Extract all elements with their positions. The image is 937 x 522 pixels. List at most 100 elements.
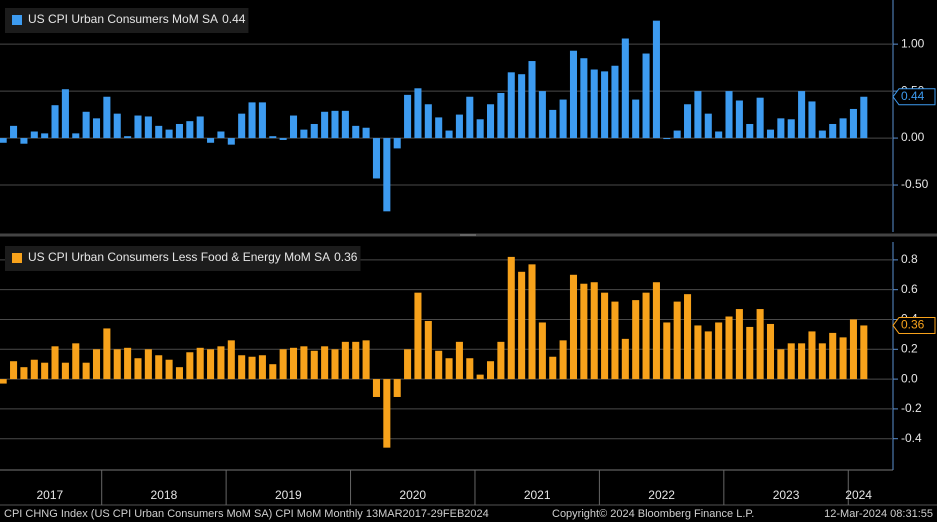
bar: [404, 349, 412, 380]
bar: [787, 119, 795, 139]
bar: [849, 108, 857, 139]
bar: [41, 133, 49, 139]
bar: [518, 271, 526, 380]
bar: [611, 301, 619, 380]
legend: US CPI Urban Consumers Less Food & Energ…: [5, 246, 361, 271]
x-tick-label: 2024: [845, 488, 872, 502]
bar: [549, 356, 557, 380]
footer-center: Copyright© 2024 Bloomberg Finance L.P.: [552, 508, 754, 520]
legend-name: US CPI Urban Consumers MoM SA: [28, 12, 218, 26]
bar: [300, 346, 308, 380]
bar: [61, 89, 69, 139]
bar: [787, 343, 795, 380]
bar: [632, 99, 640, 139]
bar: [528, 264, 536, 380]
legend: US CPI Urban Consumers MoM SA 0.44: [5, 8, 249, 33]
bar: [860, 96, 868, 139]
bar: [818, 130, 826, 139]
bar: [808, 101, 816, 139]
bar: [704, 331, 712, 380]
bar: [663, 322, 671, 380]
bar: [684, 294, 692, 380]
bar: [82, 362, 90, 380]
bar: [756, 309, 764, 380]
bar: [435, 350, 443, 380]
bar: [673, 301, 681, 380]
legend-swatch: [12, 15, 22, 25]
bar: [92, 349, 101, 380]
legend-last-value: 0.44: [222, 12, 246, 26]
bar: [694, 325, 702, 380]
bar: [289, 115, 298, 139]
bar: [829, 123, 837, 139]
bar: [590, 282, 598, 380]
last-value-label: 0.44: [901, 89, 925, 103]
bar: [51, 105, 59, 139]
bar: [818, 343, 826, 380]
x-tick-label: 2018: [151, 488, 178, 502]
bar: [383, 379, 391, 448]
bar: [207, 349, 215, 380]
bar: [30, 359, 38, 380]
bar: [279, 138, 287, 140]
bar: [113, 113, 121, 139]
bar: [124, 136, 132, 139]
bar: [455, 341, 463, 380]
legend-label: US CPI Urban Consumers MoM SA 0.44: [28, 12, 246, 26]
bar: [10, 125, 18, 139]
bar: [569, 274, 578, 380]
bar: [424, 104, 432, 139]
bar: [476, 374, 484, 380]
bar: [487, 104, 495, 139]
y-tick-label: 1.00: [901, 36, 925, 50]
bar: [507, 72, 515, 139]
bar: [652, 20, 660, 139]
bar: [445, 358, 453, 380]
bar: [414, 292, 422, 380]
bar: [155, 125, 163, 139]
bar: [839, 118, 847, 139]
bar: [310, 123, 318, 139]
bar: [186, 352, 194, 380]
legend-swatch: [12, 253, 22, 263]
bar: [207, 138, 215, 143]
bar: [30, 131, 38, 139]
bar: [466, 96, 474, 139]
bar: [155, 355, 163, 380]
bar: [186, 121, 194, 139]
bar: [0, 379, 7, 384]
y-tick-label: -0.50: [901, 177, 929, 191]
bar: [642, 292, 650, 380]
bar: [777, 349, 785, 380]
bar: [590, 69, 598, 139]
bar: [144, 116, 152, 139]
bar: [341, 341, 349, 380]
bar: [829, 332, 837, 380]
last-value-label: 0.36: [901, 318, 925, 332]
x-tick-label: 2020: [399, 488, 426, 502]
bar: [134, 358, 142, 380]
bar: [279, 349, 287, 380]
legend-box: [5, 246, 361, 271]
bar: [103, 96, 111, 139]
x-tick-label: 2019: [275, 488, 302, 502]
bar: [580, 283, 588, 380]
bar: [248, 102, 256, 139]
x-tick-label: 2022: [648, 488, 675, 502]
bar: [310, 350, 318, 380]
bar: [175, 123, 183, 139]
bar: [549, 109, 557, 139]
y-tick-label: 0.0: [901, 371, 918, 385]
bar: [196, 347, 204, 380]
bar: [217, 131, 225, 139]
bar: [621, 338, 629, 380]
bar: [352, 125, 360, 139]
bar: [632, 300, 640, 380]
bar: [404, 94, 412, 139]
legend-label: US CPI Urban Consumers Less Food & Energ…: [28, 250, 358, 264]
bar: [808, 331, 816, 380]
bar: [300, 129, 308, 139]
bar: [715, 322, 723, 380]
bar: [165, 359, 173, 380]
bar: [455, 114, 463, 139]
